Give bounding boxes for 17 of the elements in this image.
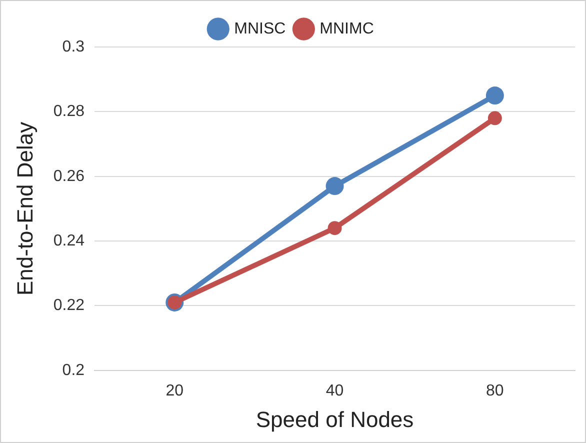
y-tick-label: 0.28 [53, 103, 85, 120]
y-axis-title: End-to-End Delay [12, 122, 38, 296]
point [488, 111, 502, 126]
x-tick-label: 20 [166, 382, 184, 400]
point [328, 221, 342, 236]
legend-label: MNIMC [320, 20, 374, 38]
x-tick-label: 40 [326, 382, 344, 400]
x-tick-label: 80 [486, 382, 504, 400]
y-tick-label: 0.26 [53, 168, 85, 185]
point [326, 177, 344, 196]
y-tick-label: 0.3 [62, 38, 85, 56]
y-tick-label: 0.2 [62, 362, 85, 379]
point [486, 86, 504, 105]
legend-label: MNISC [234, 20, 286, 38]
x-axis-title: Speed of Nodes [256, 406, 414, 432]
y-tick-label: 0.24 [53, 232, 85, 250]
y-tick-label: 0.22 [53, 297, 85, 314]
